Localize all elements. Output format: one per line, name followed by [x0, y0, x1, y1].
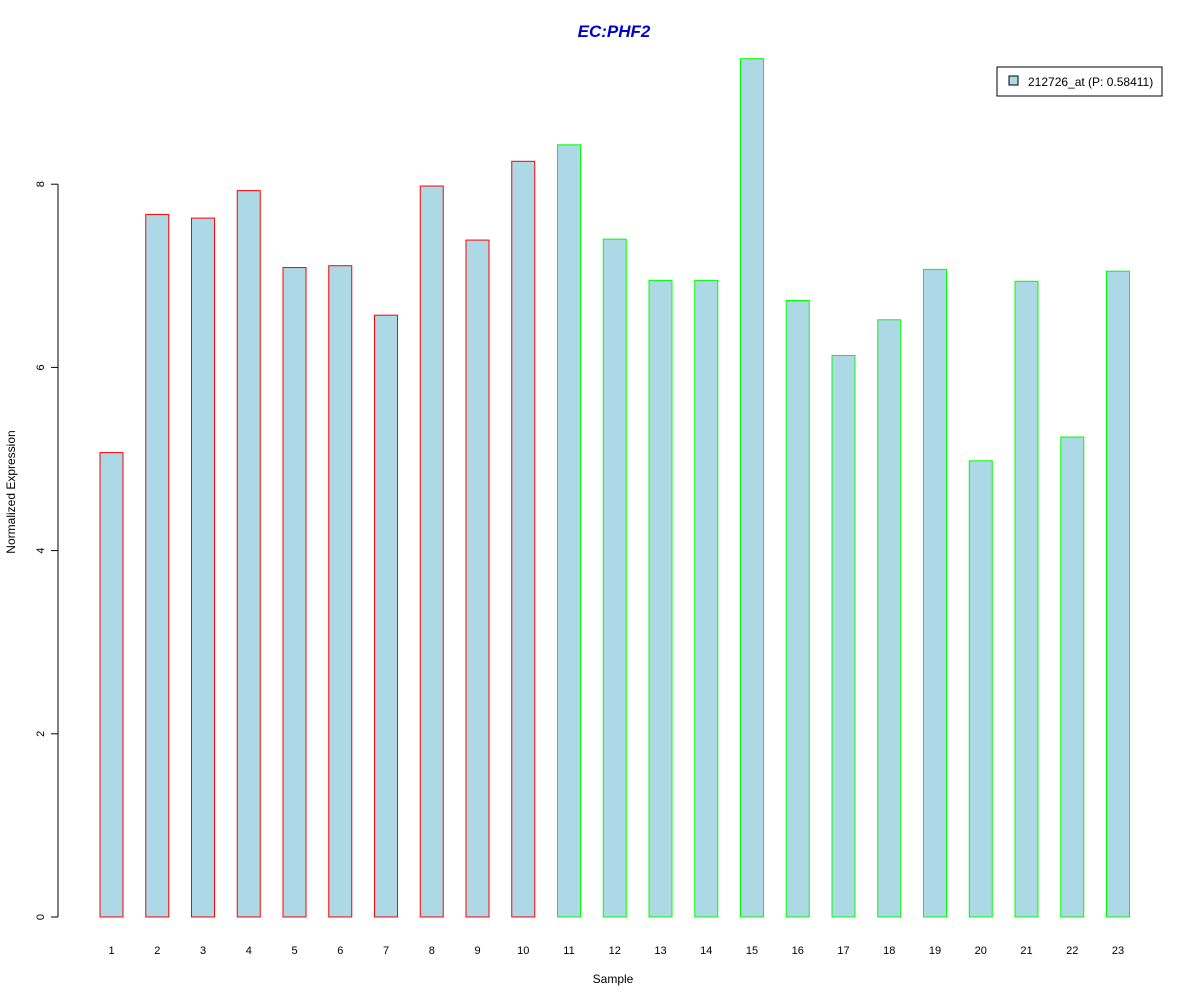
legend-box — [996, 66, 1163, 97]
bar-sample-4 — [236, 190, 261, 918]
bar-sample-1 — [99, 452, 124, 918]
bar-sample-9 — [465, 239, 490, 918]
x-tick-label: 5 — [291, 945, 297, 957]
bar-sample-17 — [831, 354, 856, 918]
x-tick-label: 16 — [792, 945, 804, 957]
bar-sample-6 — [328, 265, 353, 918]
bar-sample-5 — [282, 267, 307, 918]
bar-sample-18 — [877, 319, 902, 918]
bar-sample-12 — [602, 238, 627, 918]
bar-sample-2 — [145, 213, 170, 918]
y-tick-label: 8 — [35, 181, 47, 187]
x-tick-label: 13 — [654, 945, 666, 957]
bar-sample-13 — [648, 279, 673, 918]
y-tick-label: 6 — [35, 364, 47, 370]
x-axis-title: Sample — [593, 972, 634, 986]
x-tick-label: 19 — [929, 945, 941, 957]
x-tick-label: 11 — [563, 945, 574, 957]
bar-sample-23 — [1106, 270, 1130, 918]
x-tick-label: 6 — [337, 945, 343, 957]
x-tick-label: 20 — [975, 945, 987, 957]
y-tick-label: 4 — [35, 548, 47, 554]
bar-sample-3 — [191, 217, 215, 918]
chart-title: EC:PHF2 — [578, 22, 651, 41]
x-tick-label: 18 — [883, 945, 895, 957]
x-tick-label: 1 — [108, 945, 114, 957]
bar-sample-8 — [419, 185, 444, 918]
bar-sample-21 — [1014, 280, 1039, 918]
x-tick-label: 9 — [474, 945, 480, 957]
legend-swatch — [1008, 75, 1019, 86]
x-tick-label: 17 — [837, 945, 849, 957]
x-tick-label: 12 — [609, 945, 621, 957]
bar-sample-16 — [785, 300, 810, 918]
y-tick-label: 2 — [35, 731, 47, 737]
legend: 212726_at (P: 0.58411) — [996, 66, 1163, 97]
x-tick-label: 8 — [429, 945, 435, 957]
x-tick-label: 22 — [1066, 945, 1078, 957]
bar-sample-11 — [557, 144, 581, 918]
x-tick-label: 3 — [200, 945, 206, 957]
x-tick-labels: 1 2 3 4 5 6 7 8 9 10 11 12 13 14 15 16 17 18 19 20 21 22 23 — [108, 945, 1124, 957]
x-tick-label: 4 — [246, 945, 252, 957]
x-tick-label: 10 — [517, 945, 529, 957]
bar-sample-7 — [374, 314, 398, 918]
y-axis: 0 2 4 6 8 — [35, 181, 59, 920]
bar-sample-15 — [740, 58, 764, 918]
bars-group — [99, 58, 1130, 918]
bar-sample-20 — [968, 460, 993, 918]
x-tick-label: 23 — [1112, 945, 1124, 957]
bar-sample-14 — [694, 279, 719, 918]
bar-sample-19 — [923, 268, 947, 918]
legend-label: 212726_at (P: 0.58411) — [1028, 75, 1153, 89]
x-tick-label: 7 — [383, 945, 389, 957]
x-tick-label: 21 — [1020, 945, 1032, 957]
bar-sample-10 — [511, 160, 536, 918]
x-tick-label: 14 — [700, 945, 712, 957]
x-tick-label: 15 — [746, 945, 758, 957]
x-tick-label: 2 — [154, 945, 160, 957]
bar-sample-22 — [1060, 436, 1085, 918]
y-tick-label: 0 — [35, 914, 47, 920]
y-axis-title: Normalized Expression — [4, 430, 18, 553]
